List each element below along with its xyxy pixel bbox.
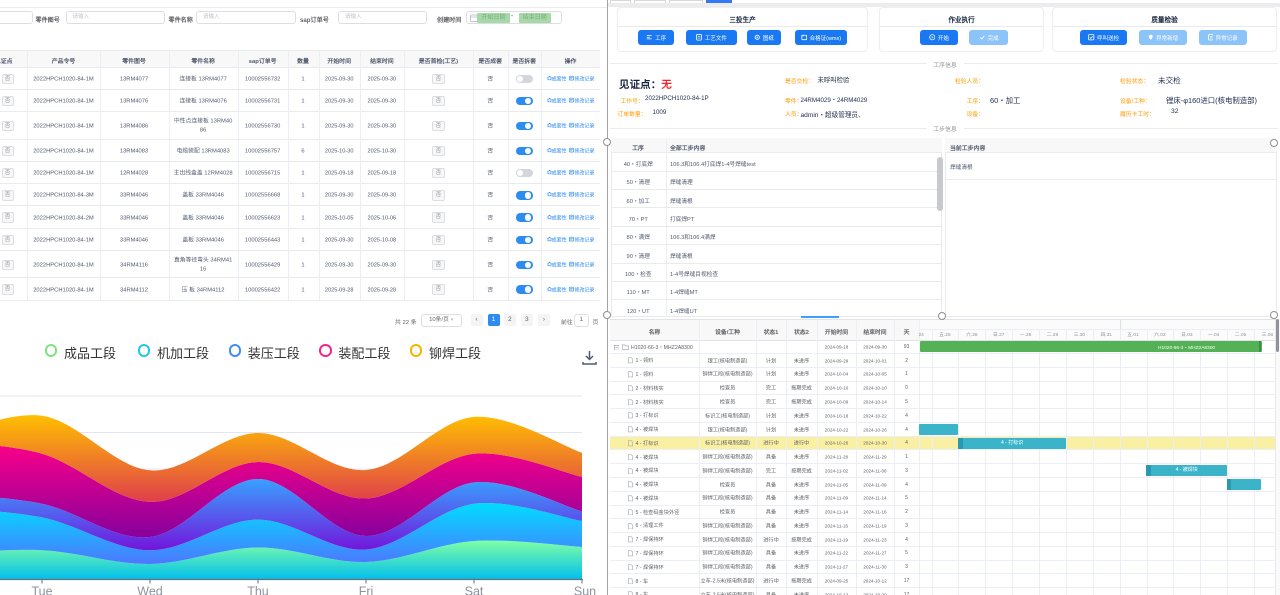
svg-text:Fri: Fri	[359, 585, 374, 595]
svg-text:Wed: Wed	[137, 585, 163, 595]
svg-text:Sat: Sat	[465, 585, 484, 595]
svg-text:Tue: Tue	[31, 585, 52, 595]
svg-text:Thu: Thu	[247, 585, 269, 595]
svg-text:Sun: Sun	[574, 585, 596, 595]
